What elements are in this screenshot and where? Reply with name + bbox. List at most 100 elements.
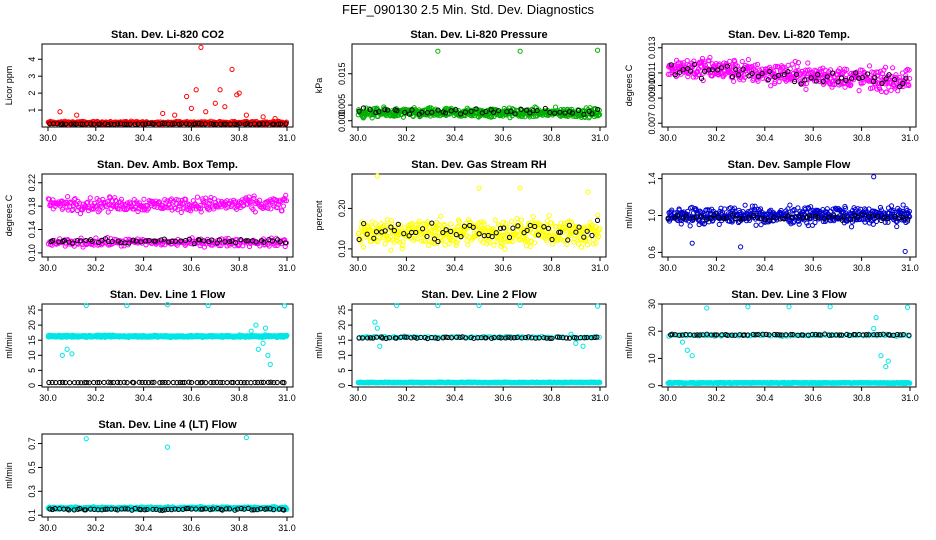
data-point — [188, 105, 194, 111]
data-point — [238, 237, 244, 243]
data-point — [575, 241, 582, 247]
data-point — [413, 229, 419, 236]
data-point — [887, 79, 893, 85]
data-point — [476, 231, 482, 237]
data-point — [556, 229, 562, 235]
data-point — [878, 88, 884, 95]
data-point — [243, 112, 249, 118]
data-point — [752, 62, 758, 68]
data-point — [181, 205, 187, 211]
y-tick-label: 15 — [337, 335, 347, 345]
data-point — [252, 209, 258, 215]
data-point — [730, 212, 736, 218]
data-point — [796, 221, 802, 227]
data-point — [495, 221, 502, 228]
x-tick-label: 30.0 — [349, 393, 367, 403]
y-tick-label: 0.20 — [337, 200, 347, 218]
data-point — [870, 221, 876, 227]
data-point — [440, 229, 446, 236]
data-point — [802, 77, 808, 83]
data-point — [473, 106, 479, 112]
data-point — [875, 213, 881, 219]
data-point — [186, 236, 192, 242]
x-tick-label: 30.8 — [230, 133, 248, 143]
data-point — [594, 47, 601, 53]
data-point — [440, 237, 446, 243]
data-point — [706, 58, 712, 64]
data-point — [843, 77, 849, 83]
data-point — [62, 379, 68, 386]
data-point — [706, 67, 712, 73]
x-tick-label: 30.0 — [659, 263, 677, 273]
data-point — [382, 241, 388, 247]
data-point — [497, 223, 503, 229]
data-point — [589, 111, 595, 117]
data-point — [549, 220, 555, 226]
data-point — [515, 223, 521, 229]
data-point — [166, 239, 172, 245]
data-point — [899, 70, 906, 76]
data-point — [275, 121, 282, 127]
data-point — [279, 208, 285, 214]
data-point — [596, 233, 602, 239]
data-point — [262, 325, 269, 331]
data-point — [356, 108, 362, 114]
panel-title: Stan. Dev. Line 3 Flow — [731, 289, 847, 301]
data-point — [448, 228, 454, 234]
data-point — [888, 203, 895, 209]
data-point — [133, 238, 139, 244]
data-point — [277, 239, 283, 245]
data-point — [374, 325, 380, 331]
data-point — [902, 248, 908, 255]
data-point — [824, 74, 830, 80]
data-point — [729, 73, 736, 80]
data-point — [453, 232, 459, 238]
data-point — [50, 197, 56, 203]
data-point — [457, 111, 464, 117]
data-point — [897, 215, 903, 221]
data-point — [506, 234, 513, 240]
x-tick-label: 30.0 — [349, 133, 367, 143]
data-point — [793, 71, 800, 78]
data-point — [581, 111, 587, 117]
data-point — [178, 238, 184, 244]
data-point — [791, 78, 798, 85]
data-point — [388, 224, 394, 230]
data-point — [535, 232, 542, 238]
data-point — [592, 224, 599, 230]
data-point — [754, 61, 761, 68]
data-point — [860, 80, 866, 86]
data-point — [143, 238, 149, 244]
data-point — [835, 214, 841, 220]
data-point — [171, 198, 177, 204]
data-point — [161, 236, 167, 242]
x-tick-label: 30.4 — [446, 133, 464, 143]
data-point — [197, 206, 204, 212]
data-point — [768, 83, 774, 89]
data-point — [224, 243, 230, 249]
data-point — [178, 121, 185, 127]
y-tick-label: 20 — [647, 326, 657, 336]
data-point — [787, 202, 793, 208]
y-tick-label: 5 — [27, 368, 37, 373]
data-point — [807, 213, 813, 219]
data-point — [571, 239, 577, 245]
data-point — [210, 121, 216, 127]
y-tick-label: 0.011 — [647, 62, 657, 84]
data-point — [462, 226, 468, 232]
data-point — [206, 238, 212, 244]
data-point — [164, 302, 171, 308]
data-point — [422, 238, 428, 244]
data-point — [429, 109, 435, 115]
data-point — [778, 207, 784, 214]
plot-frame — [351, 43, 607, 128]
data-point — [105, 121, 111, 128]
data-point — [397, 239, 403, 245]
data-point — [364, 231, 370, 237]
data-point — [496, 108, 502, 114]
data-point — [61, 237, 67, 244]
panel-title: Stan. Dev. Amb. Box Temp. — [97, 159, 238, 171]
data-point — [781, 216, 787, 222]
data-point — [381, 222, 387, 228]
data-point — [191, 240, 197, 247]
